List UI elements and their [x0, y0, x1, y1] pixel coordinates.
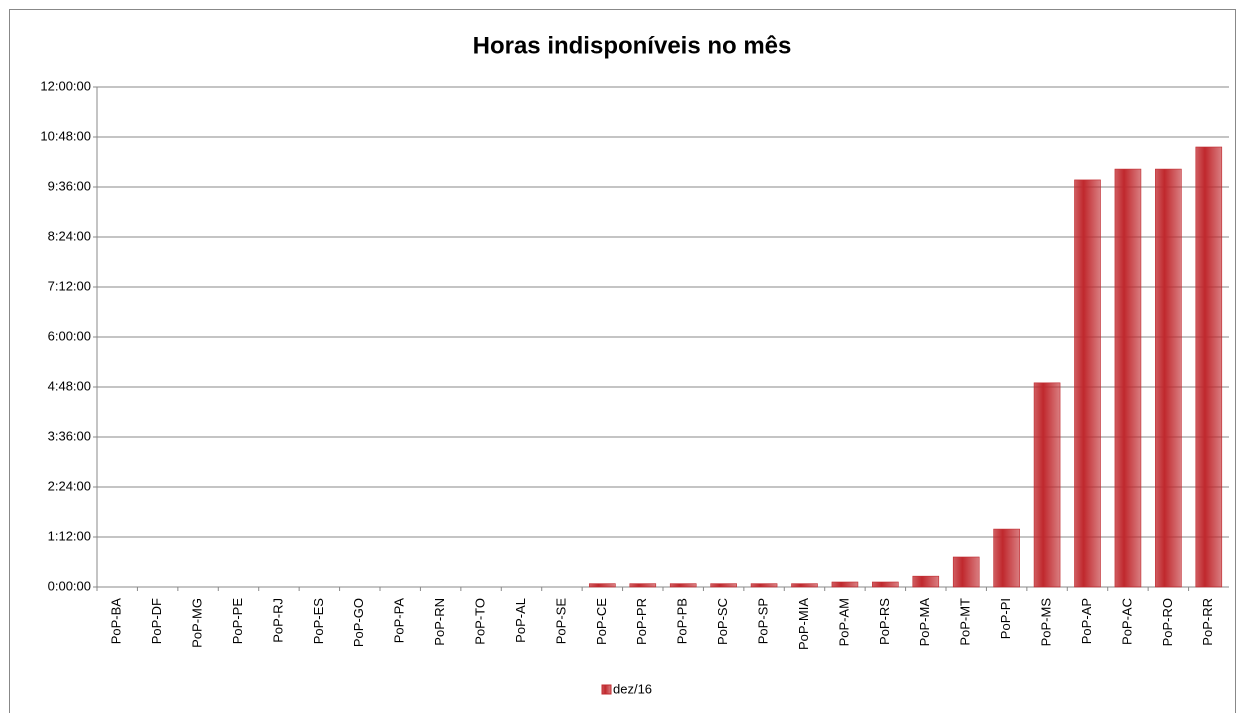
x-tick-label: PoP-AM [836, 598, 851, 646]
bar [791, 583, 818, 588]
x-tick-label: PoP-MG [190, 598, 205, 648]
bar [952, 556, 980, 588]
x-tick-label: PoP-RN [432, 598, 447, 646]
x-tick-label: PoP-RO [1160, 598, 1175, 646]
bar [710, 583, 737, 588]
x-tick-label: PoP-AP [1079, 598, 1094, 644]
bar [1155, 168, 1182, 588]
bar [831, 581, 859, 588]
y-tick-label: 1:12:00 [48, 528, 91, 543]
y-tick-label: 2:24:00 [48, 478, 91, 493]
x-tick-label: PoP-MA [917, 598, 932, 647]
y-tick-label: 4:48:00 [48, 378, 91, 393]
bar [1114, 168, 1142, 588]
legend-label: dez/16 [613, 681, 652, 696]
y-tick-label: 9:36:00 [48, 178, 91, 193]
y-tick-label: 3:36:00 [48, 428, 91, 443]
bar [912, 575, 940, 588]
bar [750, 583, 778, 588]
x-tick-label: PoP-GO [351, 598, 366, 647]
chart-title: Horas indisponíveis no mês [473, 32, 792, 59]
bar [1033, 382, 1061, 588]
y-tick-label: 7:12:00 [48, 278, 91, 293]
x-tick-label: PoP-PR [634, 598, 649, 645]
bar [589, 583, 616, 588]
x-tick-label: PoP-SP [756, 598, 771, 644]
bar [1074, 179, 1101, 588]
x-tick-label: PoP-DF [149, 598, 164, 644]
x-tick-label: PoP-AL [513, 598, 528, 643]
x-tick-label: PoP-PE [230, 598, 245, 645]
bar [993, 528, 1020, 588]
x-tick-label: PoP-PA [392, 598, 407, 644]
bar [629, 583, 657, 588]
bar [1195, 146, 1223, 588]
y-tick-label: 8:24:00 [48, 228, 91, 243]
y-tick-label: 10:48:00 [40, 128, 91, 143]
y-tick-label: 6:00:00 [48, 328, 91, 343]
x-tick-label: PoP-BA [109, 598, 124, 645]
x-tick-label: PoP-SE [553, 598, 568, 645]
legend-swatch [601, 684, 612, 695]
x-tick-label: PoP-ES [311, 598, 326, 645]
bar [872, 581, 899, 588]
x-tick-label: PoP-RS [877, 598, 892, 645]
y-tick-label: 0:00:00 [48, 578, 91, 593]
x-tick-label: PoP-TO [473, 598, 488, 645]
x-tick-label: PoP-RJ [270, 598, 285, 643]
chart-frame [9, 9, 1236, 718]
x-tick-label: PoP-SC [715, 598, 730, 645]
x-tick-label: PoP-PI [998, 598, 1013, 639]
x-tick-label: PoP-RR [1200, 598, 1215, 646]
x-tick-label: PoP-PB [675, 598, 690, 644]
y-tick-label: 12:00:00 [40, 78, 91, 93]
x-tick-label: PoP-MT [958, 598, 973, 646]
bar [669, 583, 697, 588]
x-tick-label: PoP-MS [1039, 598, 1054, 647]
x-tick-label: PoP-CE [594, 598, 609, 645]
x-tick-label: PoP-MIA [796, 598, 811, 650]
x-tick-label: PoP-AC [1119, 598, 1134, 645]
